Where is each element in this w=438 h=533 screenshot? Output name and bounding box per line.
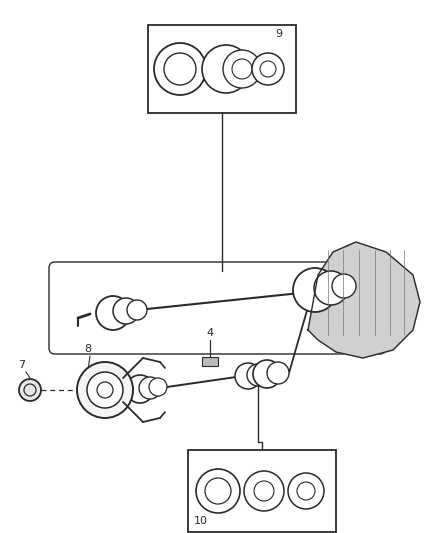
Text: 9: 9: [275, 29, 282, 39]
Circle shape: [126, 375, 154, 403]
Bar: [148, 25, 296, 113]
Text: 10: 10: [194, 516, 208, 526]
Circle shape: [244, 471, 284, 511]
Circle shape: [202, 45, 250, 93]
Bar: [202, 357, 218, 366]
Circle shape: [288, 473, 324, 509]
Circle shape: [127, 300, 147, 320]
Circle shape: [77, 362, 133, 418]
Polygon shape: [308, 242, 420, 358]
Circle shape: [19, 379, 41, 401]
Text: 4: 4: [206, 328, 214, 338]
Circle shape: [223, 50, 261, 88]
Text: 8: 8: [85, 344, 92, 354]
Circle shape: [252, 53, 284, 85]
Circle shape: [332, 274, 356, 298]
Circle shape: [154, 43, 206, 95]
Circle shape: [96, 296, 130, 330]
Circle shape: [196, 469, 240, 513]
Bar: [188, 450, 336, 532]
FancyBboxPatch shape: [49, 262, 386, 354]
Circle shape: [149, 378, 167, 396]
Circle shape: [293, 268, 337, 312]
Circle shape: [253, 360, 281, 388]
Text: 7: 7: [18, 360, 25, 370]
Circle shape: [267, 362, 289, 384]
Text: 1: 1: [385, 295, 392, 305]
Circle shape: [314, 271, 348, 305]
Circle shape: [139, 377, 161, 399]
Circle shape: [235, 363, 261, 389]
Circle shape: [247, 364, 269, 386]
Circle shape: [113, 298, 139, 324]
Circle shape: [87, 372, 123, 408]
